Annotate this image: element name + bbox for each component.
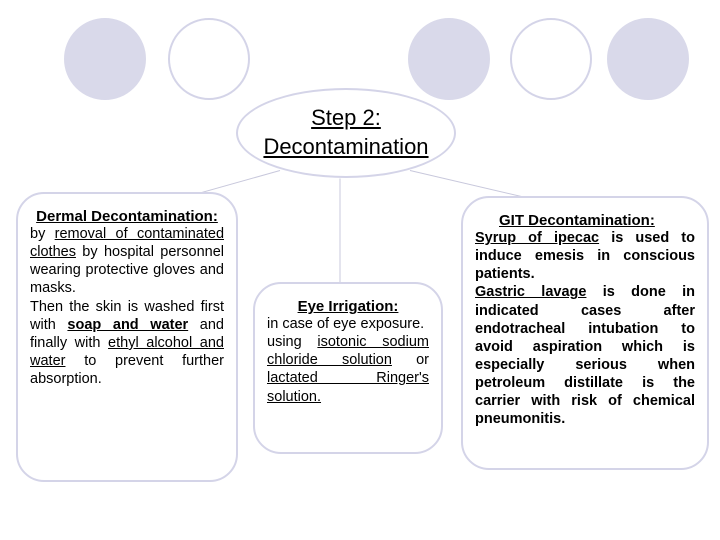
title-ellipse: Step 2: Decontamination [236, 88, 456, 178]
git-heading: GIT Decontamination: [475, 212, 695, 229]
git-body: Syrup of ipecac is used to induce emesis… [475, 229, 695, 428]
title-line1: Step 2: [311, 105, 381, 130]
connector-1 [340, 179, 341, 289]
dermal-box: Dermal Decontamination: by removal of co… [16, 192, 238, 482]
eye-box: Eye Irrigation: in case of eye exposure.… [253, 282, 443, 454]
bg-circle-0 [64, 18, 146, 100]
eye-body: in case of eye exposure. using isotonic … [267, 315, 429, 406]
git-box: GIT Decontamination: Syrup of ipecac is … [461, 196, 709, 470]
bg-circle-4 [607, 18, 689, 100]
title-line2: Decontamination [263, 134, 428, 159]
diagram-title: Step 2: Decontamination [263, 104, 428, 161]
dermal-body: by removal of contaminated clothes by ho… [30, 225, 224, 388]
dermal-heading: Dermal Decontamination: [30, 208, 224, 225]
eye-heading: Eye Irrigation: [267, 298, 429, 315]
bg-circle-2 [408, 18, 490, 100]
bg-circle-1 [168, 18, 250, 100]
bg-circle-3 [510, 18, 592, 100]
